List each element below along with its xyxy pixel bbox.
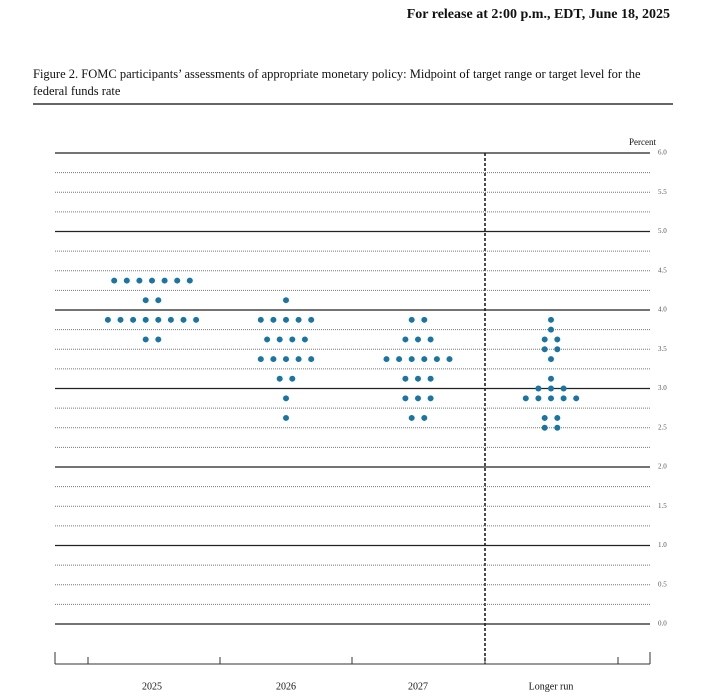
dot: [264, 336, 271, 343]
dot: [283, 395, 289, 402]
dot: [276, 336, 283, 343]
dot: [548, 316, 554, 323]
x-tick-label: Longer run: [529, 681, 574, 692]
dot: [186, 277, 193, 284]
y-tick-label: 3.0: [658, 384, 667, 392]
y-tick-label: 3.5: [658, 345, 667, 353]
y-tick-label: 0.0: [658, 620, 667, 628]
dot: [308, 356, 315, 363]
dot: [301, 336, 308, 343]
dot: [155, 336, 162, 343]
dot: [283, 414, 289, 421]
dot: [541, 336, 548, 343]
dot: [535, 385, 542, 392]
dot: [554, 414, 561, 421]
dot: [180, 316, 187, 323]
dot: [408, 316, 415, 323]
dot: [548, 356, 554, 363]
dot: [427, 395, 434, 402]
caption-box: Figure 2. FOMC participants’ assessments…: [33, 67, 641, 98]
dot: [415, 395, 421, 402]
dot: [415, 336, 421, 343]
dot: [257, 356, 264, 363]
dot: [142, 297, 149, 304]
x-tick-label: 2025: [142, 681, 162, 692]
dot: [548, 375, 554, 382]
dot: [276, 375, 283, 382]
dot: [270, 356, 277, 363]
x-tick-label: 2027: [408, 681, 428, 692]
dot: [554, 424, 561, 431]
dot: [155, 297, 162, 304]
dot: [104, 316, 111, 323]
dot: [283, 356, 289, 363]
dot: [408, 414, 415, 421]
dot: [308, 316, 315, 323]
dot: [117, 316, 124, 323]
dot: [548, 326, 554, 333]
dot: [535, 395, 542, 402]
dot: [111, 277, 118, 284]
dot: [421, 356, 428, 363]
dot: [408, 356, 415, 363]
dot: [560, 395, 567, 402]
dot: [541, 346, 548, 353]
x-tick-label: 2026: [276, 681, 296, 692]
dot: [283, 316, 289, 323]
y-tick-label: 2.0: [658, 463, 667, 471]
dot: [270, 316, 277, 323]
dot: [427, 375, 434, 382]
dot: [295, 316, 302, 323]
y-tick-label: 1.5: [658, 502, 667, 510]
dot: [541, 424, 548, 431]
dot: [383, 356, 390, 363]
y-tick-label: 4.0: [658, 306, 667, 314]
y-tick-label: 1.0: [658, 541, 667, 549]
dot: [289, 375, 296, 382]
dot: [548, 385, 554, 392]
dot: [427, 336, 434, 343]
dot: [433, 356, 440, 363]
dot: [522, 395, 529, 402]
dot: [402, 395, 409, 402]
dot: [136, 277, 143, 284]
dot: [123, 277, 130, 284]
dot: [560, 385, 567, 392]
dot: [167, 316, 174, 323]
dot: [573, 395, 580, 402]
y-tick-label: 4.5: [658, 266, 667, 274]
dot: [446, 356, 453, 363]
dot: [283, 297, 289, 304]
dot: [415, 375, 421, 382]
release-header: For release at 2:00 p.m., EDT, June 18, …: [407, 7, 670, 22]
y-tick-label: 0.5: [658, 580, 667, 588]
dot: [421, 316, 428, 323]
dot: [421, 414, 428, 421]
dot: [289, 336, 296, 343]
dot: [257, 316, 264, 323]
dot: [554, 346, 561, 353]
y-axis-label: Percent: [629, 137, 656, 147]
dot: [155, 316, 162, 323]
dot: [174, 277, 181, 284]
y-tick-label: 6.0: [658, 149, 667, 157]
dot: [402, 375, 409, 382]
dot: [554, 336, 561, 343]
y-tick-label: 5.0: [658, 227, 667, 235]
dot: [130, 316, 137, 323]
y-tick-label: 5.5: [658, 188, 667, 196]
dot: [193, 316, 200, 323]
dot: [142, 336, 149, 343]
dot: [402, 336, 409, 343]
dot: [142, 316, 149, 323]
dot: [396, 356, 403, 363]
dot: [548, 395, 554, 402]
dot: [161, 277, 168, 284]
dot: [541, 414, 548, 421]
y-tick-label: 2.5: [658, 423, 667, 431]
dot: [149, 277, 155, 284]
chart-title: Figure 2. FOMC participants’ assessments…: [33, 67, 641, 98]
dot: [295, 356, 302, 363]
